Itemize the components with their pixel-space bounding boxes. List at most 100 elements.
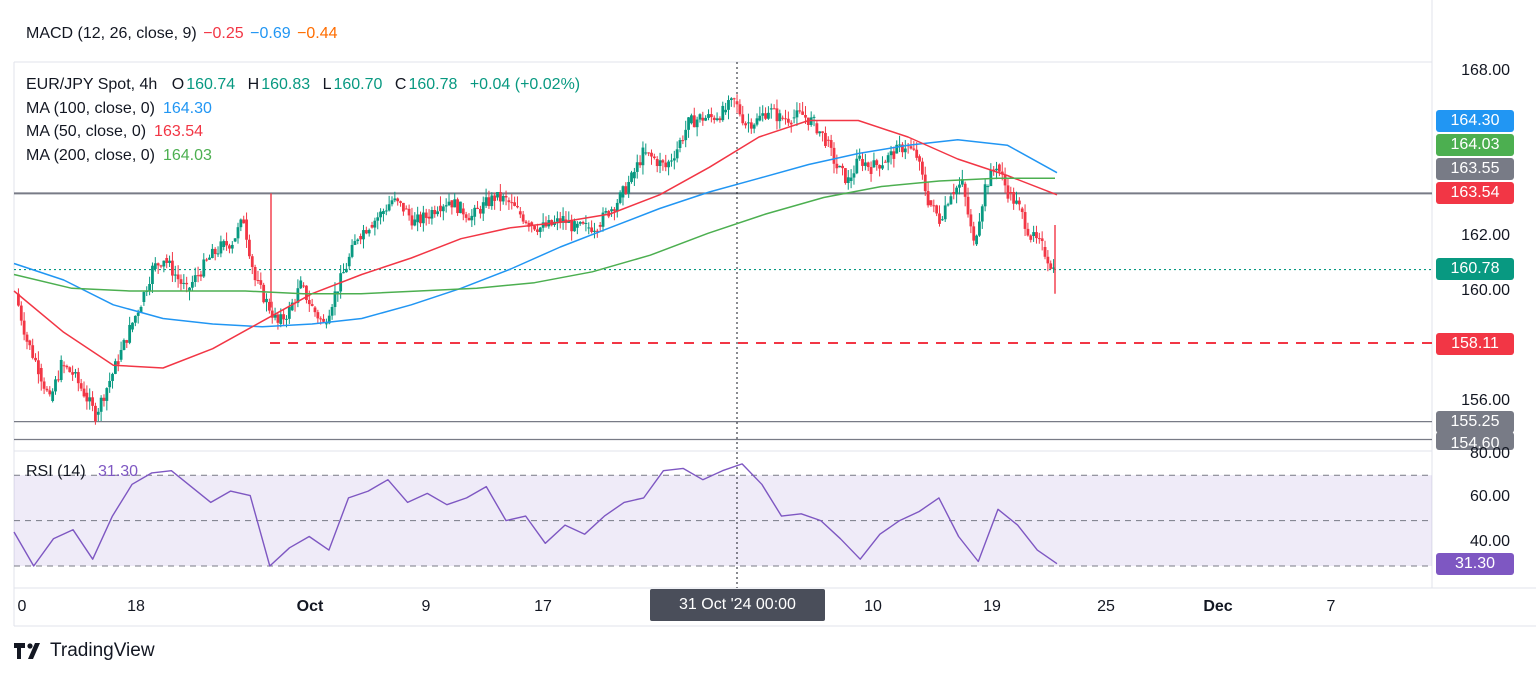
candle-body	[863, 162, 867, 166]
candle-body	[39, 368, 43, 382]
candle-body	[598, 225, 602, 227]
macd-label: MACD (12, 26, close, 9)	[26, 25, 197, 42]
candle-body	[1035, 232, 1038, 239]
ma50-legend[interactable]: MA (50, close, 0) 163.54	[26, 120, 582, 144]
candle-body	[413, 219, 417, 226]
time-axis-label: Oct	[296, 598, 324, 615]
rsi-legend[interactable]: RSI (14) 31.30	[26, 463, 140, 481]
candle-body	[989, 169, 993, 187]
candle-body	[767, 112, 770, 119]
candle-body	[960, 179, 964, 185]
candle-body	[379, 211, 382, 218]
candle-body	[188, 287, 191, 291]
candle-body	[792, 117, 796, 119]
candle-body	[245, 219, 248, 240]
candle-body	[627, 181, 631, 194]
time-axis-label: 19	[983, 598, 1001, 615]
candle-body	[327, 315, 331, 324]
candle-body	[316, 312, 320, 319]
candle-body	[672, 158, 676, 161]
candle-body	[290, 302, 294, 311]
candle-body	[575, 223, 579, 228]
price-legend: EUR/JPY Spot, 4h O 160.74 H 160.83 L 160.70…	[26, 73, 582, 167]
price-tag: 164.03	[1436, 134, 1514, 156]
candle-body	[912, 148, 916, 150]
candle-body	[96, 411, 100, 415]
candle-body	[593, 230, 596, 232]
ma200-legend[interactable]: MA (200, close, 0) 164.03	[26, 144, 582, 168]
candle-body	[128, 324, 132, 343]
candle-body	[193, 275, 197, 282]
candle-body	[1043, 247, 1047, 257]
candle-body	[701, 117, 705, 121]
candle-body	[858, 155, 862, 159]
ma-line	[13, 119, 1058, 369]
candle-body	[1003, 174, 1007, 186]
candle-body	[707, 114, 710, 118]
price-tag: 160.78	[1436, 258, 1514, 280]
candle-body	[48, 390, 52, 395]
candle-body	[131, 322, 134, 330]
candle-body	[536, 229, 539, 232]
candle-body	[610, 209, 613, 212]
candle-body	[687, 117, 690, 130]
symbol-title[interactable]: EUR/JPY Spot, 4h	[26, 76, 158, 93]
high-label: H	[247, 76, 260, 93]
ma100-legend[interactable]: MA (100, close, 0) 164.30	[26, 97, 582, 121]
candle-body	[139, 306, 143, 313]
candle-body	[1012, 192, 1016, 204]
candle-body	[319, 318, 323, 320]
candle-body	[724, 109, 728, 113]
tradingview-logo-icon	[14, 643, 40, 659]
candle-body	[487, 197, 491, 207]
candle-body	[490, 195, 494, 207]
candle-body	[1020, 208, 1024, 213]
candle-body	[216, 253, 220, 255]
candle-body	[678, 140, 682, 148]
candle-body	[307, 300, 311, 305]
candle-body	[113, 361, 117, 374]
candle-body	[62, 365, 66, 367]
candle-body	[997, 164, 1001, 172]
high-value: 160.83	[261, 76, 311, 93]
candle-body	[273, 314, 277, 318]
candle-body	[230, 244, 234, 249]
price-tag: 164.30	[1436, 110, 1514, 132]
candle-body	[259, 280, 263, 285]
candle-body	[59, 359, 63, 380]
candle-body	[142, 292, 146, 302]
candle-body	[838, 165, 842, 168]
candle-body	[727, 100, 730, 110]
ma200-label: MA (200, close, 0)	[26, 146, 155, 164]
candle-body	[205, 259, 209, 261]
candle-body	[279, 314, 283, 324]
candle-body	[932, 205, 936, 207]
candle-body	[729, 98, 733, 101]
candle-body	[692, 115, 696, 128]
candle-body	[661, 160, 665, 163]
candle-body	[387, 204, 391, 211]
candle-body	[1015, 200, 1018, 204]
candle-body	[424, 212, 428, 218]
candle-body	[173, 274, 177, 276]
candle-body	[866, 162, 870, 168]
candle-body	[1009, 192, 1013, 193]
rsi-value: 31.30	[98, 463, 139, 480]
candle-body	[410, 215, 414, 226]
candle-body	[162, 260, 166, 267]
candle-body	[125, 340, 129, 343]
candle-body	[498, 192, 502, 202]
candle-body	[436, 211, 440, 215]
candle-body	[966, 196, 970, 215]
tradingview-logo[interactable]: TradingView	[14, 640, 155, 662]
candle-body	[655, 159, 659, 167]
candle-body	[749, 122, 753, 129]
candle-body	[45, 388, 49, 391]
candle-body	[533, 225, 536, 230]
candle-body	[330, 306, 334, 316]
candle-body	[459, 201, 462, 214]
macd-value: −0.25	[203, 25, 244, 42]
candle-body	[704, 117, 708, 121]
